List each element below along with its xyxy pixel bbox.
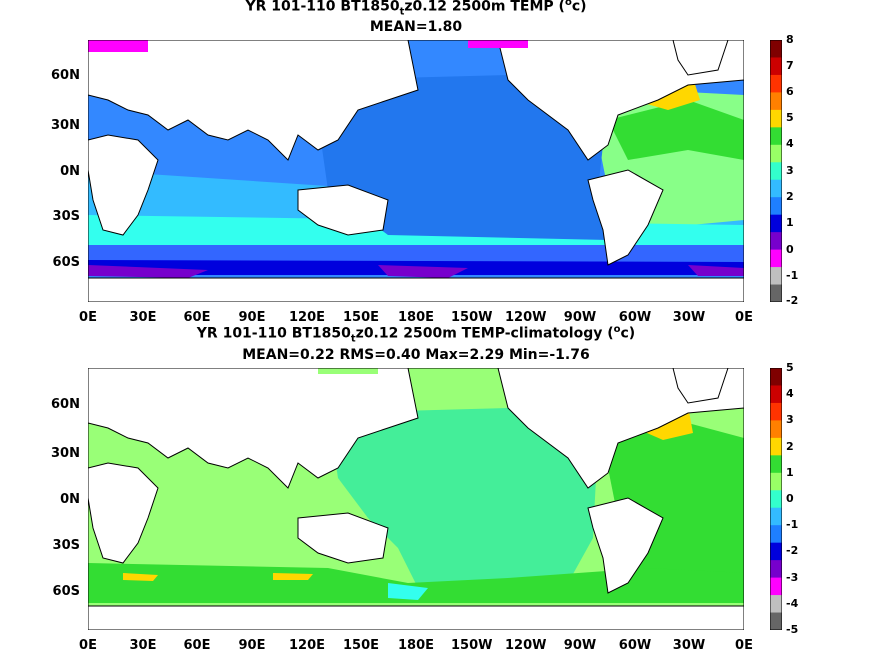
cb1-label: 8 [786, 33, 794, 46]
cb1-label: 0 [786, 243, 794, 256]
colorbar-swatch [770, 420, 782, 439]
colorbar-swatch [770, 74, 782, 93]
panel1-stats: MEAN=1.80 [369, 19, 463, 35]
colorbar-swatch [770, 472, 782, 491]
panel1-colorbar [770, 40, 782, 302]
colorbar-swatch [770, 525, 782, 544]
p2-lat-label: 30S [52, 538, 80, 553]
colorbar-swatch [770, 232, 782, 251]
colorbar-swatch [770, 179, 782, 198]
colorbar-swatch [770, 385, 782, 404]
colorbar-swatch [770, 40, 782, 58]
panel2-title: YR 101-110 BT1850tz0.12 2500m TEMP-clima… [196, 324, 636, 345]
colorbar-swatch [770, 109, 782, 128]
colorbar-swatch [770, 455, 782, 474]
panel1-title: YR 101-110 BT1850tz0.12 2500m TEMP (oc) [245, 0, 587, 18]
colorbar-swatch [770, 57, 782, 76]
p2-lat-label: 30N [51, 446, 80, 461]
p2-lat-label: 60N [51, 397, 80, 412]
colorbar-swatch [770, 490, 782, 509]
colorbar-swatch [770, 144, 782, 163]
panel1-map [88, 40, 744, 302]
p2-lat-label: 60S [52, 584, 80, 599]
cb1-label: 4 [786, 137, 794, 150]
panel2-stats: MEAN=0.22 RMS=0.40 Max=2.29 Min=-1.76 [242, 347, 590, 363]
cb1-label: 6 [786, 85, 794, 98]
colorbar-swatch [770, 368, 782, 386]
cb1-label: 5 [786, 111, 794, 124]
colorbar-swatch [770, 197, 782, 216]
colorbar-swatch [770, 437, 782, 456]
cb1-label: 3 [786, 164, 794, 177]
colorbar-swatch [770, 402, 782, 421]
panel2-map [88, 368, 744, 630]
colorbar-swatch [770, 92, 782, 111]
p1-lat-label: 60N [51, 68, 80, 83]
colorbar-swatch [770, 577, 782, 596]
colorbar-swatch [770, 595, 782, 614]
colorbar-swatch [770, 542, 782, 561]
p1-lat-label: 0N [60, 164, 80, 179]
p2-lat-label: 0N [60, 492, 80, 507]
colorbar-swatch [770, 214, 782, 233]
cb1-label: 1 [786, 216, 794, 229]
p1-lat-label: 30N [51, 118, 80, 133]
panel2-colorbar [770, 368, 782, 630]
colorbar-swatch [770, 507, 782, 526]
cb1-label: -2 [786, 294, 799, 307]
cb1-label: -1 [786, 269, 799, 282]
colorbar-swatch [770, 267, 782, 286]
p1-lat-label: 30S [52, 209, 80, 224]
colorbar-swatch [770, 249, 782, 268]
colorbar-swatch [770, 162, 782, 181]
cb1-label: 2 [786, 190, 794, 203]
p1-lat-label: 60S [52, 255, 80, 270]
colorbar-swatch [770, 560, 782, 579]
cb1-label: 7 [786, 59, 794, 72]
colorbar-swatch [770, 127, 782, 146]
colorbar-swatch [770, 284, 782, 302]
colorbar-swatch [770, 612, 782, 630]
